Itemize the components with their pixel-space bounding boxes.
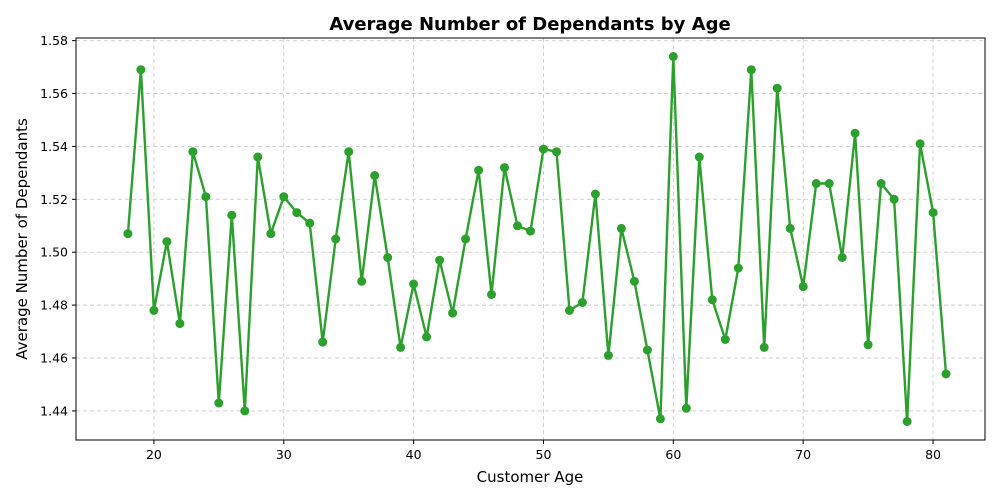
data-point bbox=[487, 290, 496, 299]
data-point bbox=[331, 234, 341, 244]
data-point bbox=[772, 83, 782, 93]
data-point bbox=[318, 337, 328, 347]
data-point bbox=[668, 52, 678, 61]
data-point bbox=[889, 194, 899, 204]
data-point bbox=[279, 192, 289, 202]
data-point bbox=[577, 298, 587, 307]
data-point bbox=[733, 263, 743, 273]
data-point bbox=[474, 165, 484, 175]
x-tick-label: 70 bbox=[795, 447, 811, 462]
x-tick-label: 20 bbox=[146, 447, 162, 462]
data-point bbox=[422, 332, 432, 342]
data-point bbox=[240, 406, 250, 416]
y-tick-label: 1.58 bbox=[40, 33, 68, 48]
data-point bbox=[214, 398, 224, 408]
data-point bbox=[837, 253, 847, 262]
y-tick-label: 1.48 bbox=[40, 298, 68, 313]
data-point bbox=[681, 403, 691, 413]
data-point bbox=[383, 253, 393, 262]
y-tick-label: 1.54 bbox=[40, 139, 68, 154]
data-point bbox=[149, 305, 159, 315]
data-point bbox=[370, 171, 380, 180]
series-layer bbox=[123, 52, 951, 426]
x-tick-label: 50 bbox=[536, 447, 552, 462]
data-point bbox=[539, 144, 548, 154]
x-tick-label: 40 bbox=[406, 447, 422, 462]
data-point bbox=[655, 414, 665, 424]
data-point bbox=[746, 65, 756, 75]
plot-area-frame bbox=[75, 37, 986, 441]
data-point bbox=[876, 179, 886, 188]
data-point bbox=[824, 179, 834, 188]
data-point bbox=[500, 163, 509, 173]
data-point bbox=[759, 342, 769, 352]
y-tick-label: 1.44 bbox=[40, 403, 68, 418]
data-point bbox=[863, 340, 873, 350]
data-point bbox=[590, 189, 600, 199]
data-point bbox=[694, 152, 704, 162]
data-point bbox=[642, 345, 652, 355]
data-point bbox=[785, 223, 795, 233]
data-point bbox=[565, 305, 574, 315]
x-axis-label: Customer Age bbox=[477, 468, 584, 486]
y-tick-label: 1.52 bbox=[40, 192, 68, 207]
x-tick-label: 60 bbox=[665, 447, 681, 462]
data-point bbox=[552, 147, 561, 157]
series-line bbox=[126, 55, 948, 423]
data-point bbox=[629, 276, 639, 286]
data-point bbox=[707, 295, 717, 305]
data-point bbox=[798, 282, 808, 292]
data-point bbox=[357, 276, 367, 286]
data-point bbox=[513, 221, 522, 231]
data-point bbox=[915, 139, 925, 149]
data-point bbox=[201, 192, 211, 202]
data-point bbox=[603, 350, 613, 360]
data-point bbox=[448, 308, 458, 318]
data-point bbox=[902, 417, 912, 426]
chart-title: Average Number of Dependants by Age bbox=[329, 14, 730, 35]
data-point bbox=[435, 255, 445, 265]
data-point bbox=[227, 210, 237, 220]
data-point bbox=[941, 369, 951, 379]
data-point bbox=[616, 223, 626, 233]
data-point bbox=[811, 179, 821, 188]
data-point bbox=[292, 208, 302, 218]
data-point bbox=[928, 208, 938, 218]
data-point bbox=[409, 279, 419, 289]
y-tick-label: 1.46 bbox=[40, 351, 68, 366]
data-point bbox=[461, 234, 471, 244]
x-tick-label: 80 bbox=[925, 447, 941, 462]
data-point bbox=[720, 335, 730, 344]
y-tick-label: 1.56 bbox=[40, 86, 68, 101]
axis-ticks: 20 30 40 50 60 70 80 1.44 1.46 1.48 1.50 1.52 1.54 1.… bbox=[40, 33, 941, 462]
data-point bbox=[175, 319, 185, 329]
y-axis-label: Average Number of Dependants bbox=[13, 118, 31, 360]
data-point bbox=[253, 152, 263, 162]
data-point bbox=[188, 147, 198, 157]
data-point bbox=[162, 237, 172, 247]
data-point bbox=[526, 226, 535, 236]
data-point bbox=[344, 147, 354, 157]
data-point bbox=[123, 229, 133, 239]
y-tick-label: 1.50 bbox=[40, 245, 68, 260]
data-point bbox=[396, 342, 406, 352]
data-point bbox=[266, 229, 276, 239]
data-point bbox=[136, 65, 146, 75]
grid-lines bbox=[76, 38, 985, 440]
data-point bbox=[305, 218, 315, 228]
x-tick-label: 30 bbox=[276, 447, 292, 462]
data-point bbox=[850, 128, 860, 138]
